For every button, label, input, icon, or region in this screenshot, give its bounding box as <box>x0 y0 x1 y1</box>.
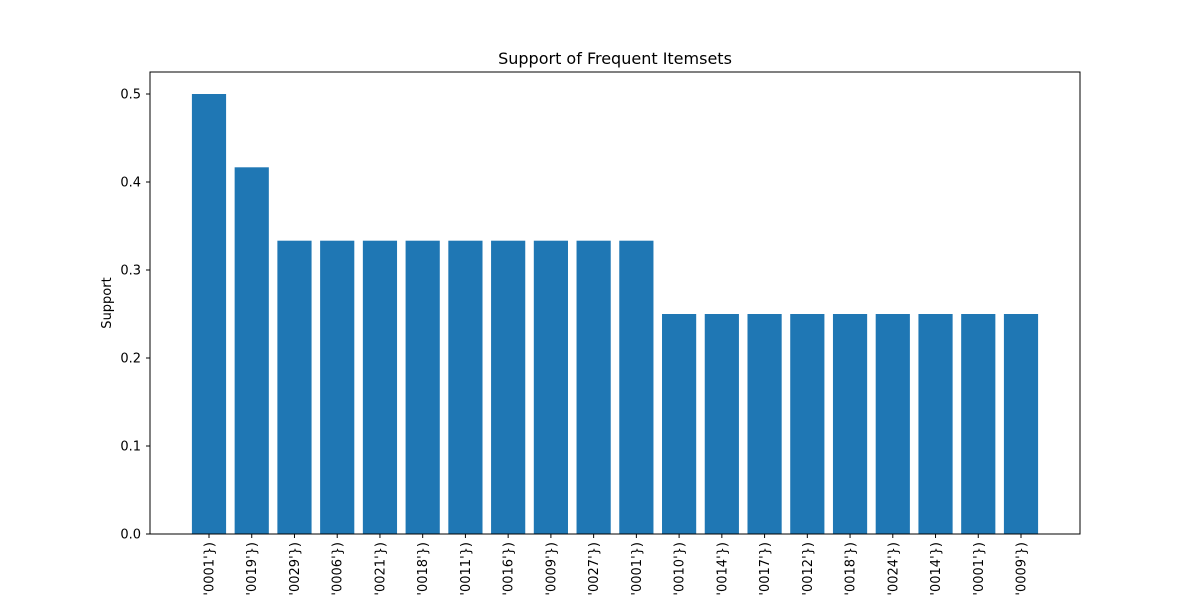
bar-11 <box>619 240 654 535</box>
y-tick-label: 0.2 <box>120 352 141 367</box>
x-tick-label: '0006'}) <box>331 542 346 596</box>
plot-frame <box>149 71 1081 535</box>
x-tick-label: '0017'}) <box>758 542 773 596</box>
y-tick-label: 0.4 <box>120 176 141 191</box>
x-tick-label: '0009'}) <box>544 542 559 596</box>
x-tick-label: '0021'}) <box>373 542 388 596</box>
x-tick-label: '0001'}) <box>203 542 218 596</box>
x-tick-label: '0018'}) <box>844 542 859 596</box>
x-tick-label: '0024'}) <box>886 542 901 596</box>
bar-20 <box>1003 314 1039 534</box>
x-axis: '0001'}) '0019'}) '0029'}) '0006'}) '0021'})… <box>203 534 1030 596</box>
bar-10 <box>576 240 611 535</box>
bar-19 <box>961 314 996 534</box>
bars-layer <box>191 94 1039 535</box>
bar-3 <box>277 240 312 535</box>
bar-12 <box>662 314 697 534</box>
x-tick-label: '0027'}) <box>587 542 602 596</box>
bar-8 <box>491 240 526 535</box>
bar-4 <box>320 240 355 535</box>
bar-6 <box>405 240 440 535</box>
x-tick-label: '0014'}) <box>715 542 730 596</box>
bar-14 <box>747 314 782 534</box>
y-tick-label: 0.1 <box>120 440 141 455</box>
y-tick-label: 0.0 <box>120 528 141 543</box>
y-tick-label: 0.3 <box>120 264 141 279</box>
bar-15 <box>790 314 825 534</box>
bar-9 <box>533 240 568 535</box>
bar-18 <box>918 314 953 534</box>
bar-7 <box>448 240 483 535</box>
x-tick-label: '0001'}) <box>630 542 645 596</box>
bar-16 <box>832 314 868 534</box>
x-tick-label: '0029'}) <box>288 542 303 596</box>
x-tick-label: '0019'}) <box>245 542 260 596</box>
x-tick-label: '0001'}) <box>972 542 987 596</box>
x-tick-label: '0018'}) <box>416 542 431 596</box>
y-axis-label: Support <box>100 277 115 328</box>
x-tick-label: '0011'}) <box>459 542 474 596</box>
x-tick-label: '0014'}) <box>929 542 944 596</box>
bar-13 <box>704 314 739 534</box>
bar-5 <box>362 240 398 535</box>
bar-1 <box>191 94 227 534</box>
x-tick-label: '0010'}) <box>673 542 688 596</box>
x-tick-label: '0012'}) <box>801 542 816 596</box>
y-tick-label: 0.5 <box>120 88 141 103</box>
y-axis: 0.0 0.1 0.2 0.3 0.4 0.5 <box>120 88 150 543</box>
chart-title: Support of Frequent Itemsets <box>498 49 732 68</box>
x-tick-label: '0016'}) <box>502 542 517 596</box>
x-tick-label: '0009'}) <box>1015 542 1030 596</box>
bar-2 <box>234 167 269 534</box>
bar-17 <box>875 314 910 534</box>
